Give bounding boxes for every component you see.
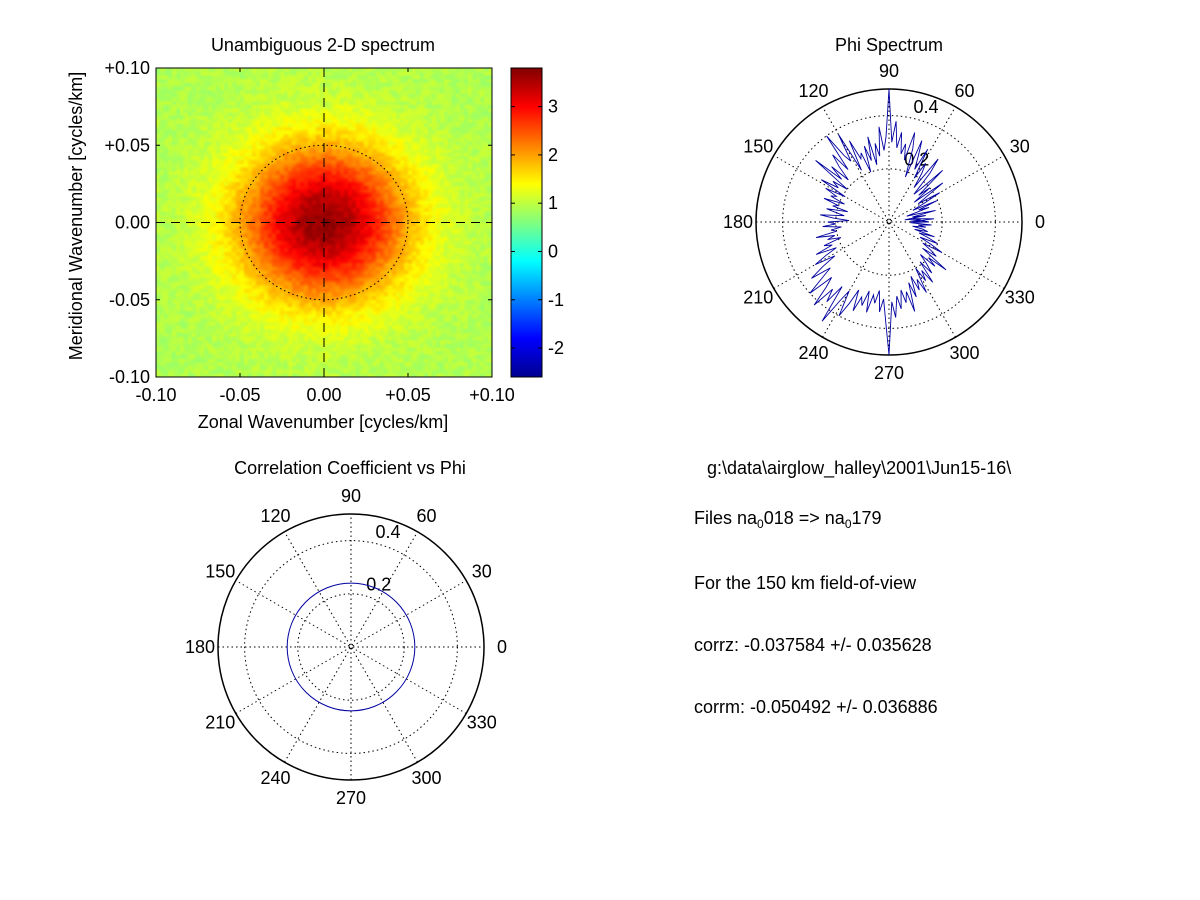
phi-spectrum-grid bbox=[755, 88, 1023, 356]
heatmap-y-axis-label: Meridional Wavenumber [cycles/km] bbox=[66, 72, 86, 360]
phi-spectrum-angle-label: 180 bbox=[723, 212, 753, 232]
heatmap-x-tick-label: +0.05 bbox=[385, 385, 431, 405]
correlation-spoke-line bbox=[235, 580, 467, 714]
correlation-angle-label: 210 bbox=[205, 713, 235, 733]
colorbar-tick-label: 2 bbox=[548, 145, 558, 165]
heatmap-reference-circle bbox=[239, 144, 409, 301]
files-subscript-2: 0 bbox=[844, 517, 852, 531]
heatmap-x-tick-label: 0.00 bbox=[306, 385, 341, 405]
phi-spectrum-angle-label: 210 bbox=[743, 288, 773, 308]
correlation-angle-label: 150 bbox=[205, 562, 235, 582]
correlation-angle-label: 300 bbox=[411, 768, 441, 788]
phi-spectrum-radial-tick-label: 0.4 bbox=[913, 97, 938, 117]
correlation-angle-label: 0 bbox=[497, 637, 507, 657]
phi-spectrum-polar-panel: Phi Spectrum 0.2 0.4 0 30 60 90 120 150 180 210 24… bbox=[723, 35, 1045, 383]
files-prefix: Files na bbox=[694, 508, 758, 528]
phi-spectrum-angle-label: 90 bbox=[879, 61, 899, 81]
heatmap-x-tick-label: -0.05 bbox=[219, 385, 260, 405]
correlation-spoke-line bbox=[235, 580, 467, 714]
phi-spectrum-angle-label: 120 bbox=[798, 81, 828, 101]
correlation-spoke-line bbox=[284, 531, 418, 763]
correlation-angle-label: 240 bbox=[260, 768, 290, 788]
phi-spectrum-angle-label: 270 bbox=[874, 363, 904, 383]
correlation-series bbox=[286, 582, 416, 712]
heatmap-colorbar: 3 2 1 0 -1 -2 bbox=[510, 67, 564, 378]
phi-spectrum-angle-label: 150 bbox=[743, 137, 773, 157]
phi-spectrum-angle-labels: 0.2 0.4 0 30 60 90 120 150 180 210 240 270 300 330 bbox=[723, 61, 1045, 383]
colorbar-ticks: 3 2 1 0 -1 -2 bbox=[511, 97, 564, 358]
phi-spectrum-angle-label: 300 bbox=[949, 343, 979, 363]
correlation-radial-tick-label: 0.4 bbox=[375, 522, 400, 542]
heatmap-y-tick-label: +0.05 bbox=[104, 135, 150, 155]
spectrum-heatmap-panel: Unambiguous 2-D spectrum -0.10 -0.05 0.00 +… bbox=[66, 35, 515, 432]
phi-spectrum-spoke-line bbox=[773, 155, 1005, 289]
colorbar-tick-label: 3 bbox=[548, 97, 558, 117]
data-path-text: g:\data\airglow_halley\2001\Jun15-16\ bbox=[707, 458, 1012, 478]
phi-spectrum-series bbox=[809, 88, 947, 356]
correlation-angle-label: 270 bbox=[336, 788, 366, 808]
files-end: 179 bbox=[851, 508, 882, 528]
phi-spectrum-spoke-line bbox=[822, 106, 956, 338]
heatmap-x-tick-label: -0.10 bbox=[135, 385, 176, 405]
files-subscript-1: 0 bbox=[757, 517, 764, 531]
colorbar-tick-label: -2 bbox=[548, 338, 564, 358]
correlation-angle-label: 90 bbox=[341, 486, 361, 506]
phi-spectrum-spoke-line bbox=[822, 106, 956, 338]
heatmap-y-tick-label: -0.10 bbox=[109, 367, 150, 387]
correlation-grid bbox=[217, 513, 485, 781]
heatmap-y-tick-label: 0.00 bbox=[115, 213, 150, 233]
correlation-radial-tick-label: 0.2 bbox=[366, 575, 391, 595]
phi-spectrum-angle-label: 240 bbox=[798, 343, 828, 363]
phi-spectrum-radial-grid-circle bbox=[835, 168, 943, 276]
heatmap-y-tick-label: -0.05 bbox=[109, 290, 150, 310]
phi-spectrum-radial-tick-label: 0.2 bbox=[904, 150, 929, 170]
correlation-title: Correlation Coefficient vs Phi bbox=[234, 458, 466, 478]
field-of-view-text: For the 150 km field-of-view bbox=[694, 573, 917, 593]
files-range-text: Files na0018 => na0179 bbox=[694, 508, 882, 531]
phi-spectrum-angle-label: 0 bbox=[1035, 212, 1045, 232]
phi-spectrum-spoke-line bbox=[773, 155, 1005, 289]
correlation-radial-grid-circle bbox=[297, 593, 405, 701]
correlation-angle-labels: 0.2 0.4 0 30 60 90 120 150 180 210 240 270 300 330 bbox=[185, 486, 507, 808]
phi-spectrum-series-line bbox=[809, 88, 947, 356]
phi-spectrum-title: Phi Spectrum bbox=[835, 35, 943, 55]
correlation-angle-label: 120 bbox=[260, 506, 290, 526]
heatmap-y-ticks: +0.10 +0.05 0.00 -0.05 -0.10 bbox=[104, 58, 492, 387]
colorbar-tick-label: 0 bbox=[548, 241, 558, 261]
files-mid: 018 => na bbox=[763, 508, 845, 528]
correlation-series-line bbox=[286, 582, 416, 712]
correlation-angle-label: 60 bbox=[416, 506, 436, 526]
phi-spectrum-angle-label: 60 bbox=[954, 81, 974, 101]
heatmap-overlay bbox=[156, 68, 492, 377]
correlation-polar-panel: Correlation Coefficient vs Phi 0.2 0.4 0 30… bbox=[185, 458, 507, 808]
corrm-text: corrm: -0.050492 +/- 0.036886 bbox=[694, 697, 938, 717]
heatmap-x-axis-label: Zonal Wavenumber [cycles/km] bbox=[198, 412, 448, 432]
heatmap-title: Unambiguous 2-D spectrum bbox=[211, 35, 435, 55]
correlation-angle-label: 330 bbox=[467, 713, 497, 733]
heatmap-x-tick-label: +0.10 bbox=[469, 385, 515, 405]
correlation-angle-label: 30 bbox=[472, 562, 492, 582]
phi-spectrum-angle-label: 330 bbox=[1005, 288, 1035, 308]
correlation-spoke-line bbox=[284, 531, 418, 763]
correlation-angle-label: 180 bbox=[185, 637, 215, 657]
phi-spectrum-angle-label: 30 bbox=[1010, 137, 1030, 157]
corrz-text: corrz: -0.037584 +/- 0.035628 bbox=[694, 635, 932, 655]
heatmap-y-tick-label: +0.10 bbox=[104, 58, 150, 78]
heatmap-x-ticks: -0.10 -0.05 0.00 +0.05 +0.10 bbox=[135, 68, 515, 405]
colorbar-tick-label: -1 bbox=[548, 290, 564, 310]
colorbar-tick-label: 1 bbox=[548, 193, 558, 213]
colorbar-gradient bbox=[510, 67, 543, 378]
